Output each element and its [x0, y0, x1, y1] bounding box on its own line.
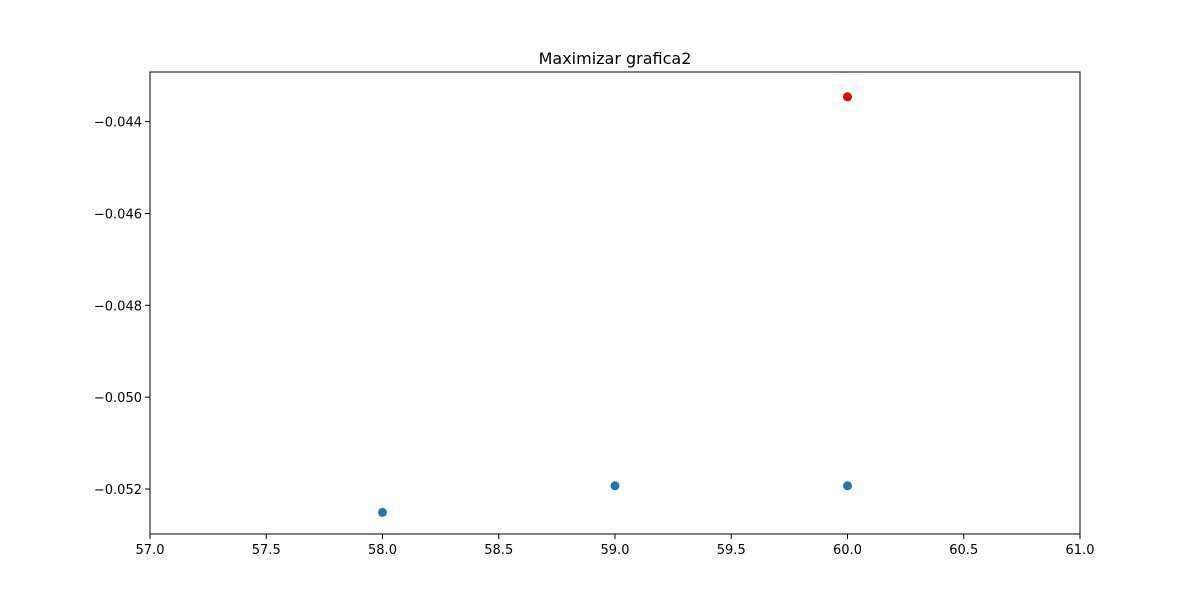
x-tick-label: 58.0 — [368, 543, 397, 558]
chart-title: Maximizar grafica2 — [539, 49, 692, 68]
x-tick-label: 60.0 — [833, 543, 862, 558]
x-tick-label: 61.0 — [1066, 543, 1095, 558]
data-point — [378, 507, 387, 517]
data-point — [610, 481, 620, 491]
x-tick-label: 58.5 — [484, 543, 513, 558]
x-tick-label: 60.5 — [949, 543, 978, 558]
points-layer — [378, 92, 852, 517]
data-point — [843, 481, 852, 491]
x-tick-label: 57.5 — [252, 543, 281, 558]
data-point — [843, 92, 852, 102]
axes-layer: 57.0 57.5 58.0 58.5 59.0 59.5 60.0 60.5 61.0 −0.0… — [94, 71, 1095, 558]
x-tick-label: 59.0 — [601, 543, 630, 558]
y-tick-label: −0.048 — [94, 299, 142, 314]
y-tick-label: −0.052 — [94, 483, 142, 498]
y-tick-label: −0.046 — [94, 207, 142, 222]
y-tick-label: −0.044 — [94, 116, 142, 131]
y-tick-label: −0.050 — [94, 391, 142, 406]
x-tick-label: 59.5 — [717, 543, 746, 558]
x-tick-label: 57.0 — [136, 543, 165, 558]
